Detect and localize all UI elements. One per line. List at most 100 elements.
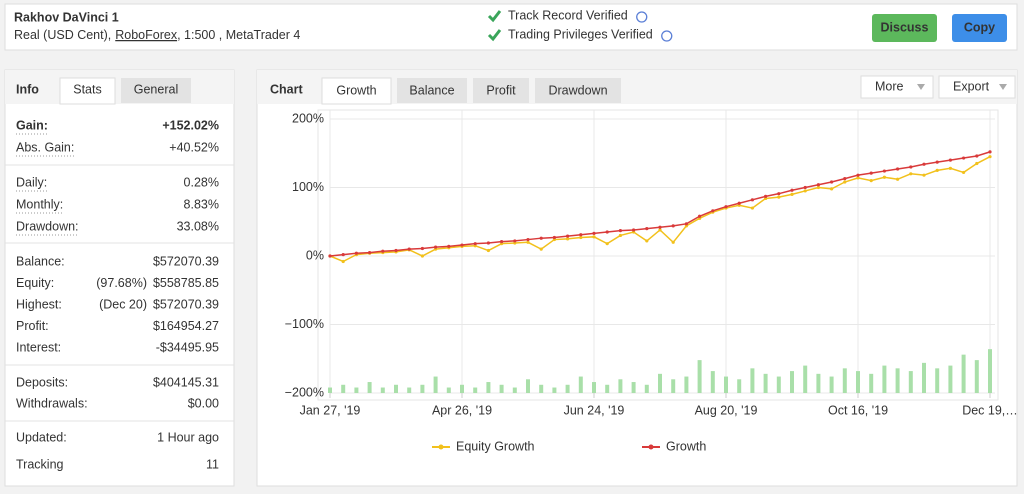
account-title: Rakhov DaVinci 1 (14, 10, 119, 24)
menu-label[interactable]: More (875, 79, 904, 93)
volume-bar (710, 371, 715, 393)
volume-bar (367, 382, 372, 393)
series-point (447, 244, 451, 249)
volume-bar (882, 365, 887, 393)
legend-dot (648, 444, 654, 450)
series-point (513, 239, 517, 243)
series-point (830, 187, 834, 191)
series-point (354, 251, 358, 255)
tab[interactable] (321, 77, 392, 105)
volume-bar (446, 387, 451, 393)
series-point (935, 160, 939, 164)
volume-bar (460, 384, 464, 393)
series-point (962, 170, 966, 175)
series-point (790, 188, 794, 192)
volume-bar (631, 382, 636, 393)
legend-label[interactable]: Growth (666, 439, 706, 453)
tab-label[interactable]: Drawdown (548, 83, 607, 97)
stat-value: 11 (206, 457, 219, 471)
volume-bar (512, 387, 517, 393)
x-tick-label: Apr 26, '19 (432, 403, 492, 417)
series-point (948, 166, 953, 170)
volume-bar (552, 387, 557, 393)
series-point (539, 236, 543, 240)
series-point (856, 173, 860, 177)
series-point (592, 235, 596, 239)
volume-bar (328, 387, 332, 393)
stat-value: $572070.39 (153, 254, 219, 268)
series-point (645, 239, 649, 243)
x-tick-label: Aug 20, '19 (695, 403, 758, 417)
stat-label: Tracking (16, 457, 64, 471)
volume-bar (974, 360, 979, 393)
series-point (711, 209, 715, 213)
legend-dot (438, 444, 444, 450)
series-point (777, 195, 781, 199)
stat-label: Gain: (16, 118, 48, 132)
info-icon[interactable] (661, 30, 673, 42)
volume-bar (856, 371, 860, 393)
tab[interactable] (121, 78, 191, 103)
stat-value: $572070.39 (153, 297, 219, 311)
tab-label[interactable]: Profit (486, 83, 516, 97)
menu-button[interactable] (860, 75, 934, 99)
series-point (869, 171, 873, 175)
series-point (473, 242, 477, 246)
series-point (605, 230, 609, 234)
volume-bar (407, 387, 412, 393)
volume-bar (724, 376, 728, 393)
series-point (341, 259, 345, 264)
menu-button[interactable] (938, 75, 1016, 99)
y-tick-label: 0% (306, 248, 324, 262)
broker-link[interactable]: RoboForex (115, 28, 178, 42)
series-point (460, 243, 464, 247)
series-point (830, 180, 834, 184)
button-label[interactable]: Copy (964, 20, 995, 34)
verification: Track Record Verified (508, 8, 628, 22)
button[interactable] (952, 14, 1007, 42)
series-point (658, 228, 662, 232)
tab[interactable] (473, 78, 529, 103)
menu-label[interactable]: Export (953, 79, 990, 93)
series-point (843, 176, 847, 181)
series-point (434, 245, 438, 249)
volume-bar (644, 384, 649, 393)
series-point (737, 201, 741, 205)
volume-bar (750, 368, 755, 393)
series-point (962, 156, 966, 160)
series-point (882, 169, 887, 173)
tab-label[interactable]: Stats (73, 82, 102, 96)
series-point (658, 225, 662, 229)
stat-value: 1 Hour ago (157, 430, 219, 444)
stat-value: +40.52% (169, 140, 219, 154)
y-tick-label: −200% (285, 385, 324, 399)
tab[interactable] (397, 78, 467, 103)
info-icon[interactable] (636, 11, 648, 23)
series-point (500, 240, 504, 244)
tab-label[interactable]: General (134, 82, 178, 96)
button-label[interactable]: Discuss (881, 20, 929, 34)
y-tick-label: −100% (285, 317, 324, 331)
series-point (777, 192, 781, 196)
series-point (988, 155, 992, 159)
volume-bar (922, 362, 926, 393)
series-point (750, 198, 755, 202)
button[interactable] (872, 14, 937, 42)
series-point (618, 229, 623, 233)
tab-label[interactable]: Growth (336, 83, 376, 97)
series-point (790, 192, 794, 196)
tab[interactable] (59, 77, 116, 105)
tab-label[interactable]: Balance (409, 83, 454, 97)
series-point (420, 246, 424, 251)
tab[interactable] (535, 78, 621, 103)
series-point (909, 165, 913, 169)
series-point (407, 247, 411, 251)
series-point (764, 194, 768, 199)
series-point (803, 185, 807, 190)
series-point (605, 242, 609, 246)
series-point (381, 249, 385, 253)
volume-bar (592, 382, 596, 393)
volume-bar (341, 384, 346, 393)
legend-label[interactable]: Equity Growth (456, 439, 535, 453)
series-point (988, 150, 992, 154)
